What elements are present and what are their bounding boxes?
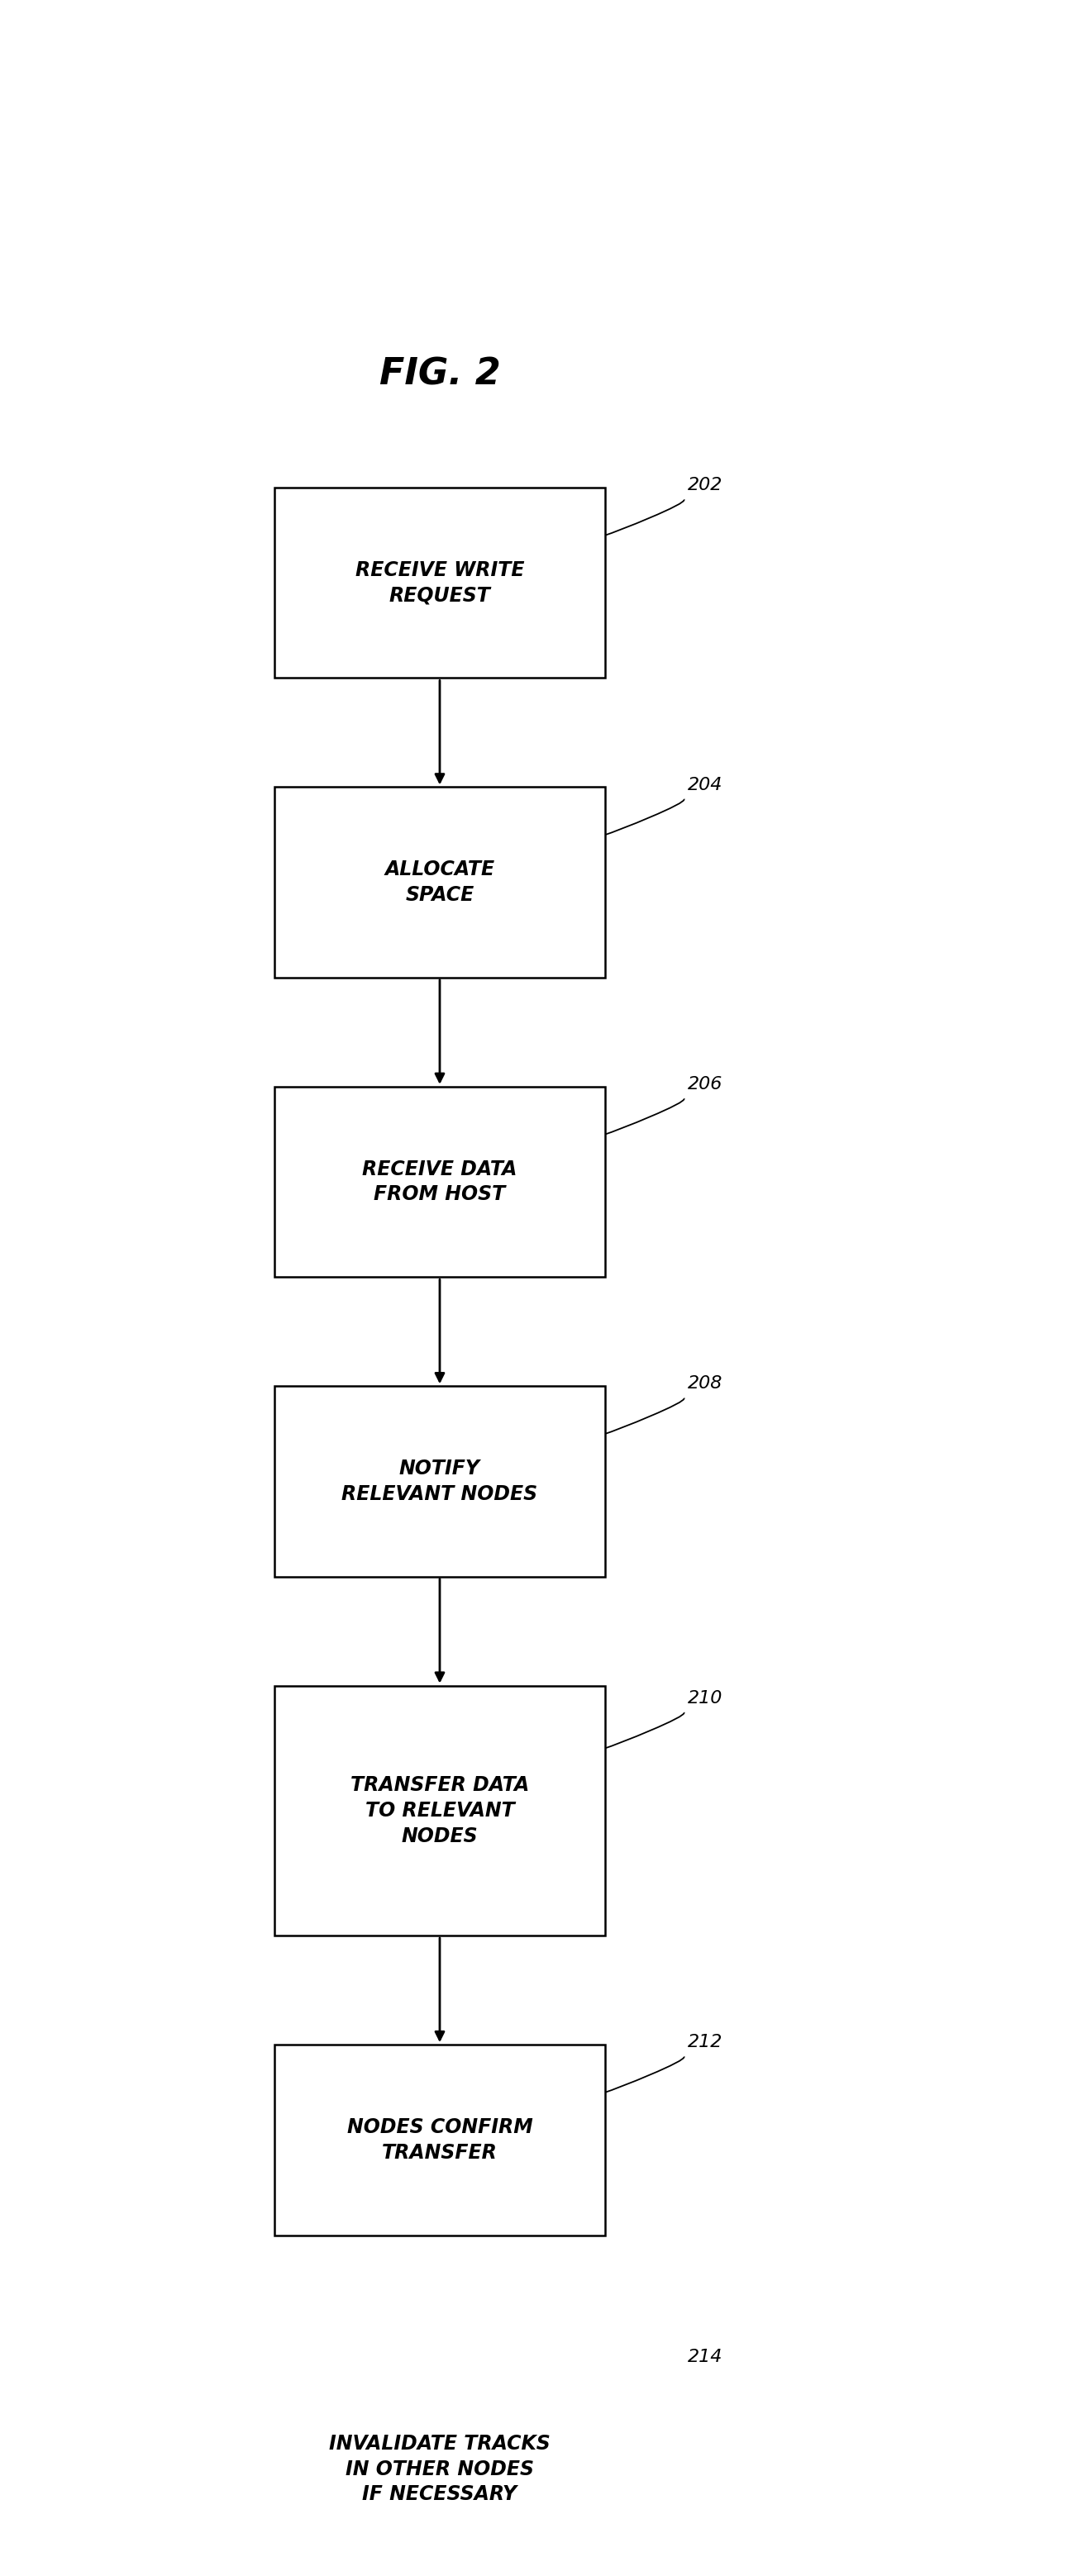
Text: FIG. 2: FIG. 2 bbox=[379, 358, 501, 392]
Text: 208: 208 bbox=[688, 1376, 723, 1391]
Bar bbox=[274, 487, 606, 677]
Text: NODES CONFIRM
TRANSFER: NODES CONFIRM TRANSFER bbox=[347, 2117, 533, 2161]
Text: 202: 202 bbox=[688, 477, 723, 495]
Text: 214: 214 bbox=[688, 2349, 723, 2365]
Text: RECEIVE WRITE
REQUEST: RECEIVE WRITE REQUEST bbox=[356, 559, 524, 605]
Bar bbox=[274, 2045, 606, 2236]
Text: ALLOCATE
SPACE: ALLOCATE SPACE bbox=[384, 860, 494, 904]
Bar bbox=[274, 788, 606, 976]
Text: RECEIVE DATA
FROM HOST: RECEIVE DATA FROM HOST bbox=[362, 1159, 517, 1206]
Text: TRANSFER DATA
TO RELEVANT
NODES: TRANSFER DATA TO RELEVANT NODES bbox=[350, 1775, 529, 1847]
Bar bbox=[274, 1087, 606, 1278]
Text: 210: 210 bbox=[688, 1690, 723, 1705]
Bar bbox=[274, 1685, 606, 1935]
Bar bbox=[274, 2344, 606, 2576]
Text: NOTIFY
RELEVANT NODES: NOTIFY RELEVANT NODES bbox=[342, 1458, 538, 1504]
Text: 204: 204 bbox=[688, 775, 723, 793]
Text: INVALIDATE TRACKS
IN OTHER NODES
IF NECESSARY: INVALIDATE TRACKS IN OTHER NODES IF NECE… bbox=[329, 2434, 550, 2504]
Text: 206: 206 bbox=[688, 1077, 723, 1092]
Bar bbox=[274, 1386, 606, 1577]
Text: 212: 212 bbox=[688, 2035, 723, 2050]
